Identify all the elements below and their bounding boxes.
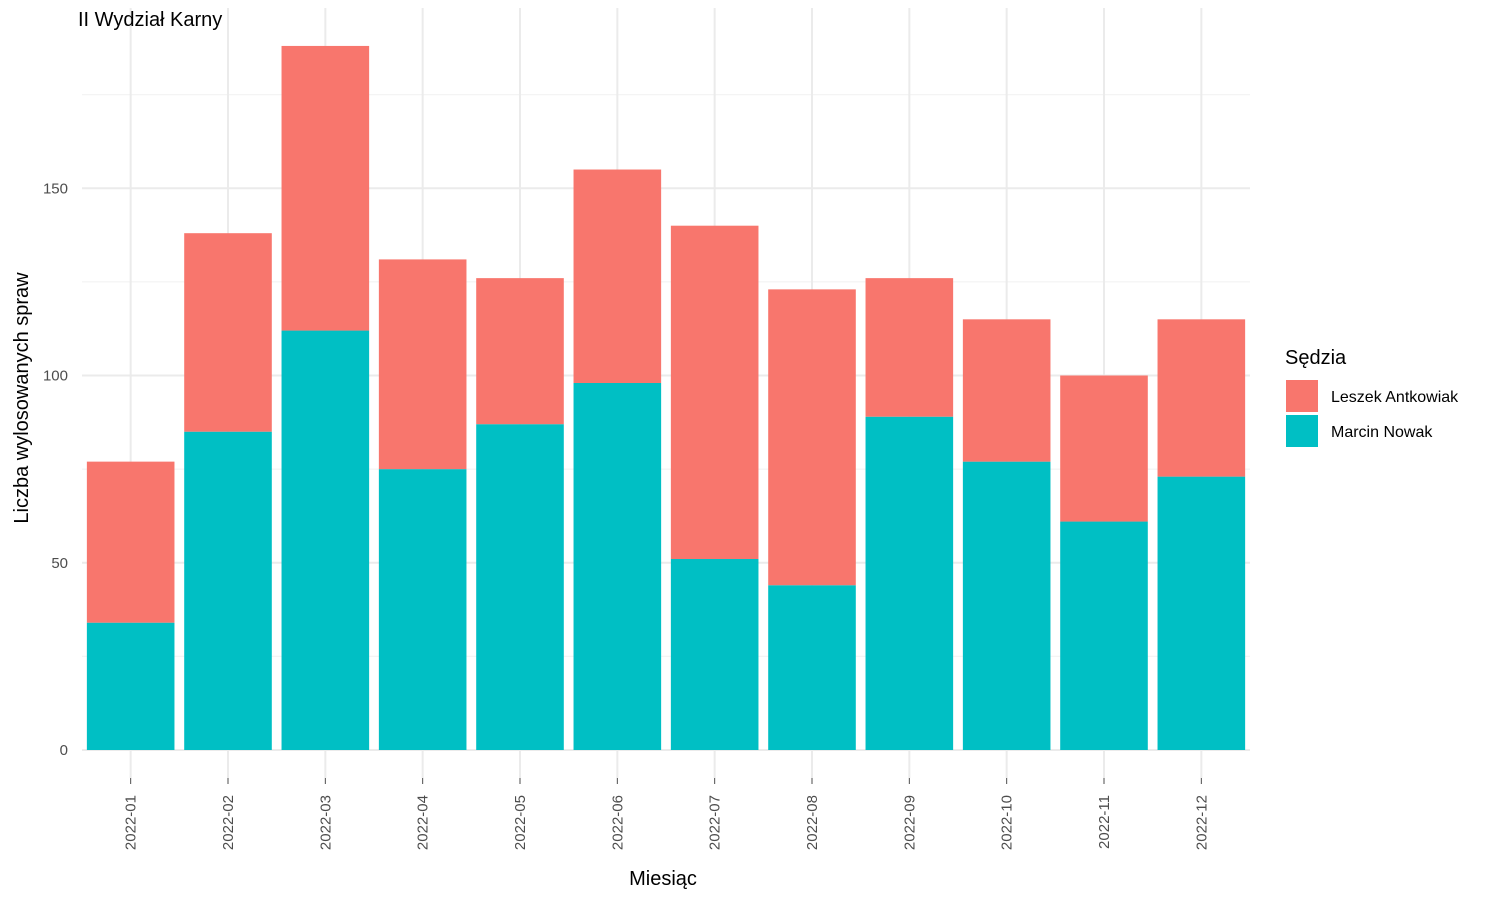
bar-marcin-nowak <box>1157 476 1246 750</box>
x-tick-label: 2022-10 <box>999 795 1016 850</box>
x-tick-label: 2022-12 <box>1193 795 1210 850</box>
bar-leszek-antkowiak <box>768 289 856 586</box>
legend-key-leszek-antkowiak <box>1286 380 1318 412</box>
x-tick-label: 2022-04 <box>415 795 432 850</box>
bar-leszek-antkowiak <box>184 233 272 432</box>
legend-label-marcin-nowak: Marcin Nowak <box>1331 424 1433 441</box>
bar-leszek-antkowiak <box>476 278 564 425</box>
bar-marcin-nowak <box>573 382 662 750</box>
bar-leszek-antkowiak <box>281 45 370 331</box>
bars <box>86 45 1246 750</box>
x-tick-label: 2022-07 <box>707 795 724 850</box>
x-tick-label: 2022-06 <box>609 795 626 850</box>
y-tick-label: 0 <box>60 742 68 759</box>
legend-title: Sędzia <box>1285 347 1347 369</box>
x-tick-label: 2022-05 <box>512 795 529 850</box>
bar-leszek-antkowiak <box>378 259 467 470</box>
bar-marcin-nowak <box>962 461 1051 750</box>
legend-key-marcin-nowak <box>1286 415 1318 447</box>
chart-subtitle: II Wydział Karny <box>78 9 222 31</box>
bar-leszek-antkowiak <box>962 319 1051 462</box>
x-tick-label: 2022-09 <box>901 795 918 850</box>
bar-leszek-antkowiak <box>865 278 954 417</box>
x-axis-ticks: 2022-01 2022-02 2022-03 2022-04 2022-05 2022-… <box>123 778 1210 850</box>
y-tick-label: 50 <box>51 555 68 572</box>
bar-marcin-nowak <box>378 469 467 750</box>
bar-marcin-nowak <box>1060 521 1148 750</box>
legend-label-leszek-antkowiak: Leszek Antkowiak <box>1331 389 1459 406</box>
bar-marcin-nowak <box>184 431 272 750</box>
bar-marcin-nowak <box>281 330 370 750</box>
x-tick-label: 2022-03 <box>317 795 334 850</box>
legend-items: Leszek Antkowiak Marcin Nowak <box>1286 380 1459 447</box>
bar-leszek-antkowiak <box>573 169 662 383</box>
y-axis-title: Liczba wylosowanych spraw <box>11 272 33 524</box>
bar-marcin-nowak <box>476 424 564 750</box>
x-tick-label: 2022-11 <box>1096 795 1113 849</box>
x-tick-label: 2022-02 <box>220 795 237 850</box>
bar-marcin-nowak <box>865 416 954 750</box>
legend: Sędzia Leszek Antkowiak Marcin Nowak <box>1285 347 1459 447</box>
bar-marcin-nowak <box>670 559 759 750</box>
bar-leszek-antkowiak <box>86 461 175 623</box>
y-tick-label: 150 <box>43 180 68 197</box>
x-tick-label: 2022-01 <box>123 795 140 850</box>
bar-marcin-nowak <box>86 622 175 750</box>
y-axis-ticks: 0 50 100 150 <box>43 180 68 759</box>
bar-marcin-nowak <box>768 585 856 750</box>
bar-leszek-antkowiak <box>1060 375 1148 522</box>
x-axis-title: Miesiąc <box>629 868 697 890</box>
bar-leszek-antkowiak <box>670 225 759 560</box>
x-tick-label: 2022-08 <box>804 795 821 850</box>
bar-leszek-antkowiak <box>1157 319 1246 477</box>
y-tick-label: 100 <box>43 368 68 385</box>
